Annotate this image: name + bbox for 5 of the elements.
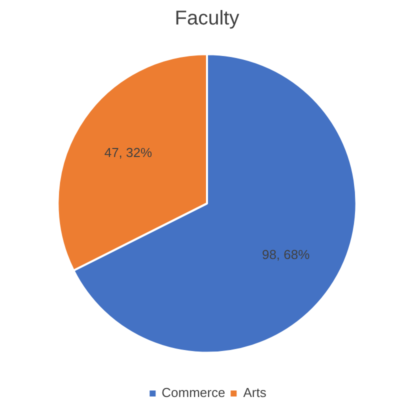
chart-title: Faculty [174, 8, 240, 30]
data-label: 47, 32% [104, 144, 152, 160]
data-label: 98, 68% [262, 247, 310, 262]
legend-label: Commerce [162, 385, 226, 400]
legend-label: Arts [243, 385, 266, 400]
